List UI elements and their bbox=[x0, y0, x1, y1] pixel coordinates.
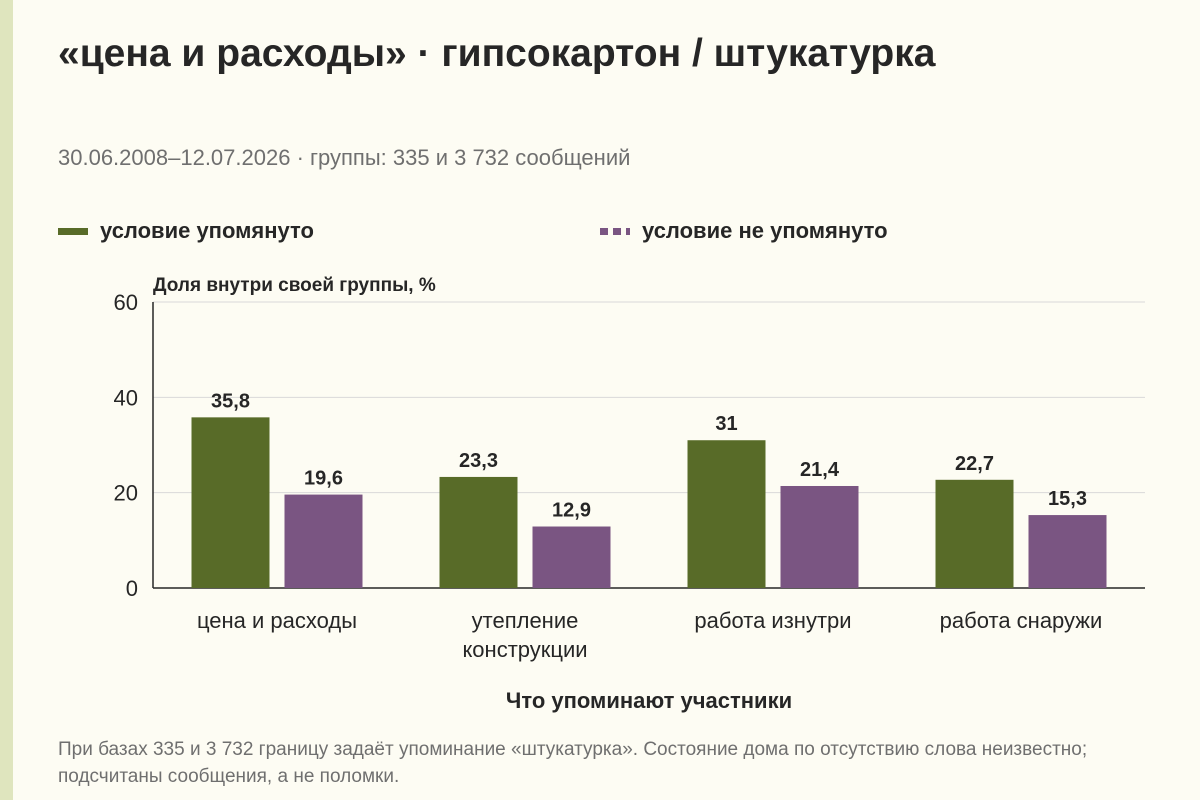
legend-item-not-mentioned: условие не упомянуто bbox=[600, 218, 888, 244]
y-tick-label: 20 bbox=[114, 481, 138, 506]
bar-mentioned bbox=[687, 440, 766, 588]
chart-title: «цена и расходы» · гипсокартон / штукату… bbox=[58, 32, 936, 75]
legend-item-mentioned: условие упомянуто bbox=[58, 218, 314, 244]
data-label: 31 bbox=[715, 413, 737, 435]
footnote: При базах 335 и 3 732 границу задаёт упо… bbox=[58, 739, 1088, 787]
legend-label-mentioned: условие упомянуто bbox=[100, 218, 314, 243]
data-label: 35,8 bbox=[211, 390, 250, 412]
legend-swatch-mentioned bbox=[58, 227, 88, 235]
data-label: 21,4 bbox=[800, 459, 840, 481]
y-tick-label: 60 bbox=[114, 290, 138, 315]
y-axis-title: Доля внутри своей группы, % bbox=[153, 275, 436, 296]
bar-mentioned bbox=[439, 476, 518, 588]
chart-subtitle: 30.06.2008–12.07.2026 · группы: 335 и 3 … bbox=[58, 145, 631, 170]
bar-not-mentioned bbox=[284, 494, 363, 588]
bar-not-mentioned bbox=[1028, 515, 1107, 588]
data-label: 19,6 bbox=[304, 468, 343, 490]
x-tick-label: работа изнутри bbox=[694, 608, 851, 633]
data-label: 22,7 bbox=[955, 453, 994, 475]
legend-swatch-not-mentioned bbox=[600, 227, 630, 235]
x-tick-label: конструкции bbox=[462, 637, 587, 662]
bar-mentioned bbox=[191, 417, 270, 588]
bar-mentioned bbox=[935, 479, 1014, 588]
x-tick-label: утепление bbox=[472, 608, 579, 633]
data-label: 15,3 bbox=[1048, 488, 1087, 510]
data-label: 23,3 bbox=[459, 450, 498, 472]
data-label: 12,9 bbox=[552, 500, 591, 522]
x-axis-title: Что упоминают участники bbox=[506, 688, 792, 713]
y-tick-label: 0 bbox=[126, 576, 138, 601]
x-tick-label: цена и расходы bbox=[197, 608, 357, 633]
bar-not-mentioned bbox=[780, 485, 859, 588]
y-tick-label: 40 bbox=[114, 385, 138, 410]
legend-label-not-mentioned: условие не упомянуто bbox=[642, 218, 888, 243]
x-tick-label: работа снаружи bbox=[940, 608, 1103, 633]
accent-bar bbox=[0, 0, 13, 800]
bar-not-mentioned bbox=[532, 526, 611, 588]
